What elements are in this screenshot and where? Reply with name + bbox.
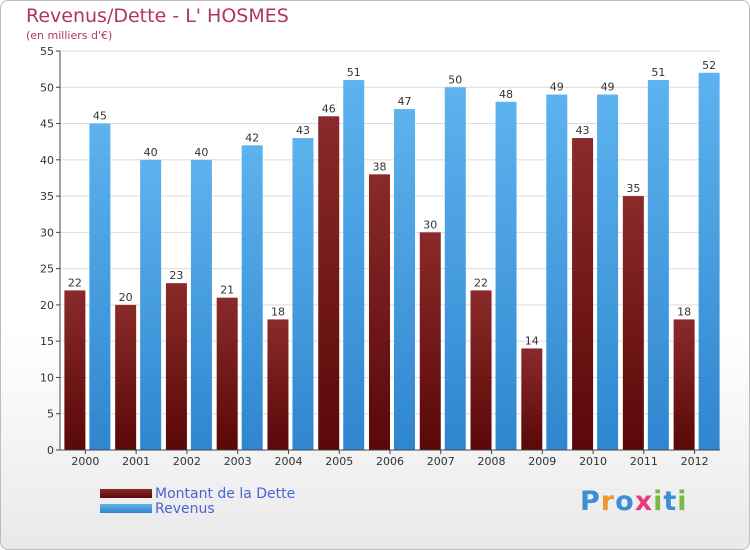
y-tick-label: 45 (40, 118, 54, 131)
bar-revenus (140, 159, 162, 450)
data-labels: 22 45 20 40 23 40 21 42 18 43 46 51 38 47 30 50 22 48 14 49… (68, 59, 716, 348)
data-label: 51 (347, 66, 361, 79)
data-label: 46 (322, 102, 336, 115)
bar-dette (115, 304, 137, 450)
y-tick-label: 10 (40, 371, 54, 384)
logo-letter: i (653, 486, 664, 517)
y-tick-label: 35 (40, 190, 54, 203)
bar-revenus (89, 123, 111, 450)
data-label: 51 (651, 66, 665, 79)
x-tick-label: 2008 (478, 455, 506, 468)
bar-dette (165, 283, 187, 450)
data-label: 50 (448, 73, 462, 86)
data-label: 49 (550, 81, 564, 94)
y-tick-label: 30 (40, 226, 54, 239)
data-label: 35 (626, 182, 640, 195)
data-label: 40 (144, 146, 158, 159)
legend-swatch-dette (100, 489, 152, 498)
x-tick-label: 2006 (376, 455, 404, 468)
bar-dette (419, 232, 441, 450)
bar-revenus (647, 80, 669, 450)
y-tick-label: 0 (47, 444, 54, 457)
bar-dette (216, 297, 238, 450)
y-tick-label: 40 (40, 154, 54, 167)
bar-dette (64, 290, 86, 450)
data-label: 40 (194, 146, 208, 159)
bar-revenus (597, 94, 619, 450)
logo-letter: t (663, 486, 678, 517)
bar-dette (318, 116, 340, 451)
x-tick-label: 2005 (325, 455, 353, 468)
bar-revenus (394, 109, 415, 450)
logo-letter: x (634, 486, 654, 517)
x-tick-label: 2010 (579, 455, 607, 468)
data-label: 45 (93, 110, 107, 123)
x-tick-label: 2003 (224, 455, 252, 468)
data-label: 18 (677, 305, 691, 318)
bar-dette (622, 196, 644, 450)
bar-revenus (241, 145, 263, 451)
y-tick-label: 55 (40, 45, 54, 58)
bar-dette (521, 348, 543, 450)
data-label: 38 (373, 160, 387, 173)
bar-revenus (190, 159, 212, 450)
y-tick-label: 15 (40, 335, 54, 348)
logo-letter: o (615, 486, 635, 517)
data-label: 52 (702, 59, 716, 72)
proxiti-logo: Proxiti (580, 486, 688, 517)
bar-dette (572, 138, 594, 450)
data-label: 21 (220, 284, 234, 297)
bar-revenus (698, 72, 720, 450)
data-label: 23 (169, 269, 183, 282)
x-tick-label: 2000 (71, 455, 99, 468)
x-tick-label: 2002 (173, 455, 201, 468)
bar-revenus (546, 94, 568, 450)
bar-revenus (495, 101, 517, 451)
x-tick-label: 2012 (681, 455, 709, 468)
logo-letter: i (677, 486, 688, 517)
x-tick-label: 2001 (122, 455, 150, 468)
data-label: 47 (398, 95, 412, 108)
data-label: 43 (296, 124, 310, 137)
y-tick-label: 25 (40, 263, 54, 276)
logo-letter: P (580, 486, 601, 517)
chart-title: Revenus/Dette - L' HOSMES (26, 5, 289, 27)
bar-revenus (292, 138, 314, 450)
data-label: 48 (499, 88, 513, 101)
data-label: 49 (601, 81, 615, 94)
data-label: 43 (576, 124, 590, 137)
data-label: 20 (119, 291, 133, 304)
x-tick-label: 2004 (274, 455, 302, 468)
bar-dette (673, 319, 695, 450)
data-label: 22 (474, 276, 488, 289)
data-label: 30 (423, 218, 437, 231)
x-tick-label: 2009 (528, 455, 556, 468)
data-label: 14 (525, 334, 539, 347)
y-tick-label: 50 (40, 81, 54, 94)
legend-label-revenus: Revenus (155, 501, 215, 517)
logo-letter: r (600, 486, 616, 517)
bar-dette (369, 174, 390, 450)
bar-dette (267, 319, 289, 450)
data-label: 22 (68, 276, 82, 289)
axes: 0 5 10 15 20 25 30 35 40 45 50 55 2000 2001 2002 2003 20… (40, 45, 720, 468)
chart-subtitle: (en milliers d'€) (26, 29, 113, 42)
data-label: 42 (245, 131, 259, 144)
y-tick-label: 5 (47, 408, 54, 421)
y-tick-label: 20 (40, 299, 54, 312)
x-tick-label: 2007 (427, 455, 455, 468)
bar-revenus (444, 87, 466, 450)
bar-dette (470, 290, 492, 450)
bar-revenus (343, 80, 365, 450)
data-label: 18 (271, 305, 285, 318)
bars (64, 72, 720, 451)
legend-label-dette: Montant de la Dette (155, 486, 296, 502)
legend-swatch-revenus (100, 504, 152, 513)
x-tick-label: 2011 (630, 455, 658, 468)
